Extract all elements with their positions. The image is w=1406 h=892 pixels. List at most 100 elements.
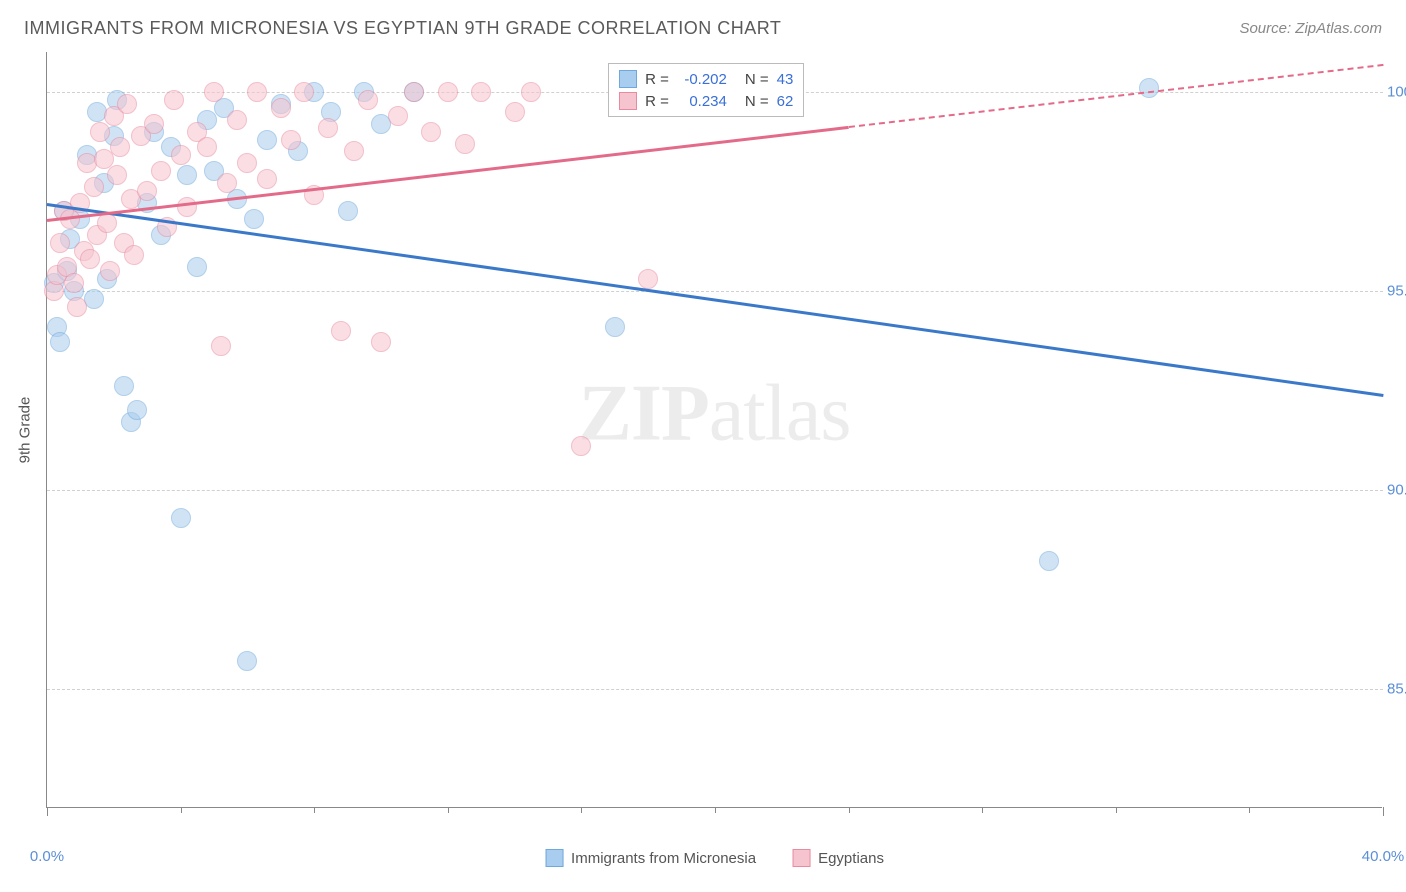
scatter-point <box>107 165 127 185</box>
legend-box: R = -0.202 N = 43 R = 0.234 N = 62 <box>608 63 804 117</box>
scatter-point <box>110 137 130 157</box>
scatter-point <box>80 249 100 269</box>
gridline <box>47 689 1383 690</box>
scatter-point <box>164 90 184 110</box>
scatter-point <box>318 118 338 138</box>
legend-swatch <box>545 849 563 867</box>
scatter-point <box>257 130 277 150</box>
scatter-point <box>144 114 164 134</box>
scatter-point <box>50 233 70 253</box>
scatter-point <box>50 332 70 352</box>
ytick-label: 90.0% <box>1387 481 1406 498</box>
legend-row: R = -0.202 N = 43 <box>619 68 793 90</box>
ytick-label: 95.0% <box>1387 282 1406 299</box>
ytick-label: 85.0% <box>1387 680 1406 697</box>
scatter-point <box>605 317 625 337</box>
scatter-point <box>388 106 408 126</box>
scatter-point <box>187 257 207 277</box>
legend-series-name: Egyptians <box>818 850 884 867</box>
scatter-point <box>100 261 120 281</box>
gridline <box>47 490 1383 491</box>
ytick-label: 100.0% <box>1387 83 1406 100</box>
scatter-point <box>237 153 257 173</box>
xtick <box>1383 807 1384 816</box>
xtick <box>581 807 582 813</box>
xtick <box>982 807 983 813</box>
legend-n-label: N = <box>745 71 769 88</box>
scatter-point <box>455 134 475 154</box>
legend-n-label: N = <box>745 93 769 110</box>
scatter-point <box>197 137 217 157</box>
legend-item: Immigrants from Micronesia <box>545 849 756 867</box>
legend-r-value: 0.234 <box>677 93 727 110</box>
xtick <box>1249 807 1250 813</box>
legend-swatch <box>619 70 637 88</box>
xtick <box>849 807 850 813</box>
legend-n-value: 43 <box>777 71 794 88</box>
xtick <box>1116 807 1117 813</box>
watermark: ZIPatlas <box>579 369 851 460</box>
legend-swatch <box>792 849 810 867</box>
scatter-point <box>84 177 104 197</box>
scatter-point <box>90 122 110 142</box>
scatter-point <box>294 82 314 102</box>
gridline <box>47 291 1383 292</box>
scatter-point <box>244 209 264 229</box>
scatter-point <box>421 122 441 142</box>
trend-line <box>848 64 1383 128</box>
scatter-point <box>338 201 358 221</box>
scatter-point <box>521 82 541 102</box>
scatter-point <box>344 141 364 161</box>
scatter-point <box>247 82 267 102</box>
scatter-point <box>438 82 458 102</box>
scatter-point <box>137 181 157 201</box>
scatter-point <box>171 508 191 528</box>
scatter-point <box>227 110 247 130</box>
xtick <box>448 807 449 813</box>
scatter-point <box>1039 551 1059 571</box>
scatter-point <box>177 165 197 185</box>
scatter-point <box>471 82 491 102</box>
scatter-point <box>211 336 231 356</box>
legend-n-value: 62 <box>777 93 794 110</box>
legend-series-name: Immigrants from Micronesia <box>571 850 756 867</box>
xtick-label: 0.0% <box>30 848 64 865</box>
xtick-label: 40.0% <box>1362 848 1405 865</box>
scatter-point <box>64 273 84 293</box>
source-attribution: Source: ZipAtlas.com <box>1239 20 1382 37</box>
xtick <box>715 807 716 813</box>
legend-item: Egyptians <box>792 849 884 867</box>
scatter-point <box>271 98 291 118</box>
scatter-point <box>571 436 591 456</box>
scatter-point <box>127 400 147 420</box>
y-axis-label: 9th Grade <box>17 396 34 463</box>
legend-row: R = 0.234 N = 62 <box>619 90 793 112</box>
scatter-chart: 9th Grade ZIPatlas 85.0%90.0%95.0%100.0%… <box>46 52 1382 808</box>
trend-line <box>47 203 1383 396</box>
legend-swatch <box>619 92 637 110</box>
xtick <box>47 807 48 816</box>
legend-r-label: R = <box>645 93 669 110</box>
scatter-point <box>257 169 277 189</box>
scatter-point <box>638 269 658 289</box>
scatter-point <box>404 82 424 102</box>
scatter-point <box>177 197 197 217</box>
scatter-point <box>171 145 191 165</box>
xtick <box>314 807 315 813</box>
scatter-point <box>151 161 171 181</box>
bottom-legend: Immigrants from Micronesia Egyptians <box>545 849 884 867</box>
scatter-point <box>204 82 224 102</box>
scatter-point <box>505 102 525 122</box>
scatter-point <box>97 213 117 233</box>
scatter-point <box>117 94 137 114</box>
scatter-point <box>371 332 391 352</box>
scatter-point <box>237 651 257 671</box>
legend-r-value: -0.202 <box>677 71 727 88</box>
scatter-point <box>331 321 351 341</box>
scatter-point <box>281 130 301 150</box>
scatter-point <box>1139 78 1159 98</box>
scatter-point <box>124 245 144 265</box>
scatter-point <box>114 376 134 396</box>
chart-title: IMMIGRANTS FROM MICRONESIA VS EGYPTIAN 9… <box>24 18 781 39</box>
legend-r-label: R = <box>645 71 669 88</box>
